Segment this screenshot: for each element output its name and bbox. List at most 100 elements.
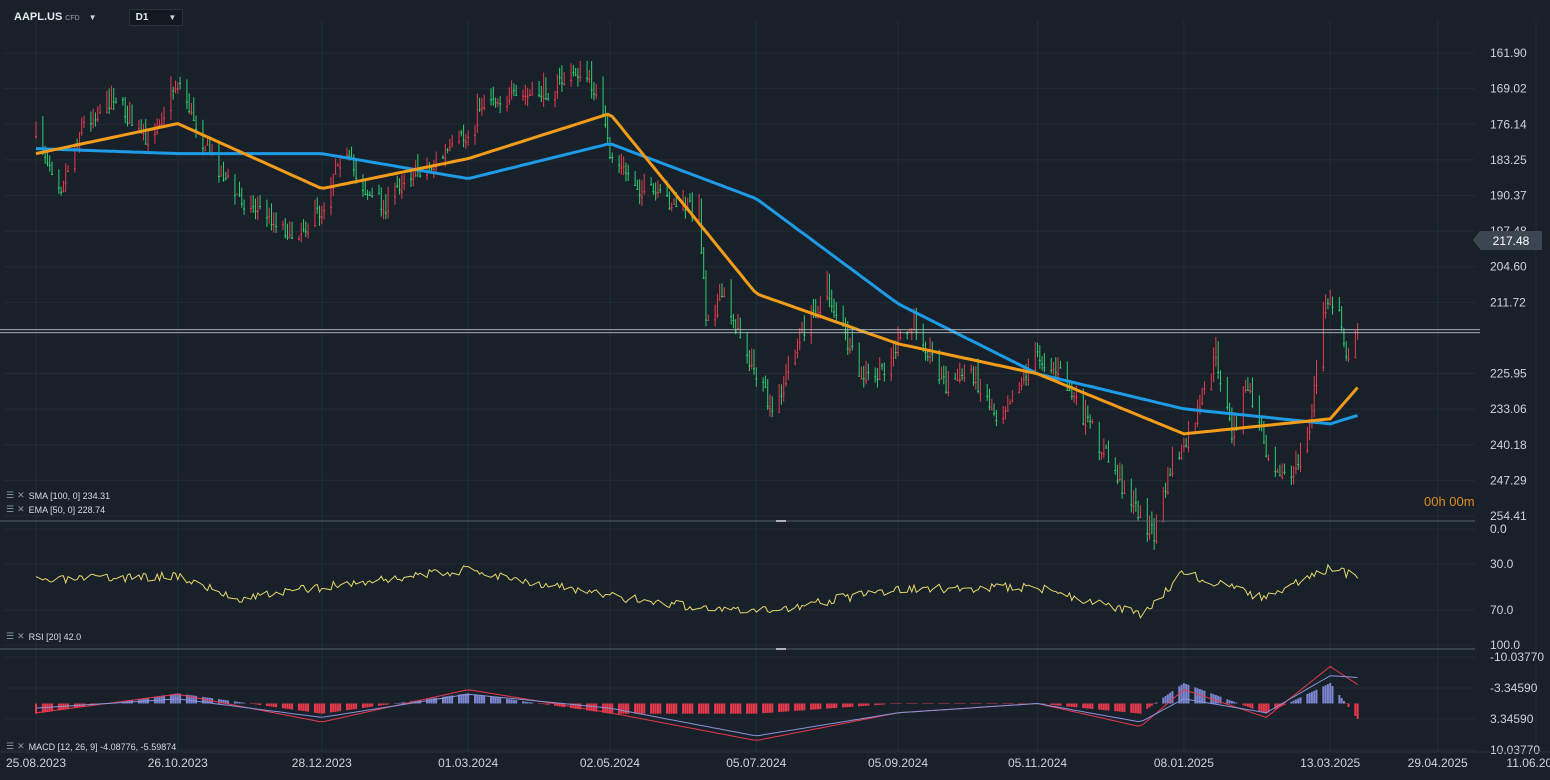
- macd-hist-bar: [595, 703, 598, 712]
- candle-up: [446, 148, 449, 154]
- candle-up: [1146, 498, 1149, 542]
- macd-hist-bar: [398, 702, 401, 704]
- close-icon[interactable]: ✕: [17, 631, 25, 641]
- candle-body: [128, 122, 131, 124]
- candle-up: [606, 115, 609, 145]
- macd-hist-bar: [1262, 703, 1265, 713]
- candle-body: [1118, 479, 1121, 481]
- macd-legend[interactable]: ☰ ✕ MACD [12, 26, 9] -4.08776, -5.59874: [6, 741, 176, 752]
- list-icon[interactable]: ☰: [6, 504, 14, 514]
- macd-hist-bar: [865, 703, 868, 706]
- macd-hist-bar: [796, 703, 799, 711]
- macd-hist-bar: [240, 702, 243, 704]
- candle-up: [938, 349, 941, 385]
- macd-hist-bar: [1283, 703, 1286, 705]
- candle-body: [579, 76, 582, 78]
- candle-body: [787, 371, 790, 373]
- candle-up: [108, 88, 111, 115]
- macd-hist-bar: [270, 703, 273, 707]
- candle-body: [1018, 391, 1021, 393]
- candle-body: [1107, 461, 1110, 463]
- candle-countdown: 00h 00m: [1424, 494, 1475, 509]
- macd-hist-bar: [430, 698, 433, 704]
- candle-body: [1098, 451, 1101, 453]
- macd-hist-bar: [1313, 690, 1316, 704]
- candle-down: [1018, 381, 1021, 394]
- candle-body: [835, 314, 838, 316]
- candle-body: [995, 420, 998, 422]
- list-icon[interactable]: ☰: [6, 741, 14, 751]
- candle-up: [734, 318, 737, 335]
- candle-up: [1164, 482, 1167, 498]
- macd-hist-bar: [1342, 701, 1345, 704]
- candle-up: [48, 155, 51, 172]
- macd-hist-bar: [675, 703, 678, 714]
- macd-hist-bar: [526, 701, 529, 704]
- candle-body: [714, 319, 717, 321]
- candle-down: [334, 158, 337, 175]
- macd-hist-bar: [954, 703, 957, 704]
- axes: 25.08.2023 26.10.2023 28.12.2023 01.03.2024…: [0, 46, 1550, 770]
- candle-body: [410, 178, 412, 180]
- macd-hist-bar: [828, 703, 831, 709]
- macd-hist-bar: [734, 703, 737, 714]
- macd-hist-bar: [1006, 703, 1009, 704]
- candle-body: [752, 368, 755, 370]
- list-icon[interactable]: ☰: [6, 631, 14, 641]
- candle-up: [286, 223, 289, 241]
- rsi-legend-label: RSI [20] 42.0: [28, 631, 82, 642]
- candle-down: [865, 360, 868, 385]
- candle-up: [1185, 438, 1188, 448]
- candle-down: [1006, 395, 1009, 412]
- macd-hist-bar: [1070, 703, 1073, 707]
- candle-body: [1082, 423, 1085, 425]
- candle-body: [707, 319, 710, 321]
- close-icon[interactable]: ✕: [17, 741, 25, 751]
- candle-body: [236, 193, 239, 195]
- candle-down: [794, 349, 797, 366]
- candle-up: [862, 365, 865, 388]
- close-icon[interactable]: ✕: [17, 504, 25, 514]
- candle-down: [970, 364, 973, 374]
- candle-body: [1073, 395, 1076, 397]
- candle-down: [656, 180, 659, 198]
- macd-hist-bar: [179, 693, 182, 704]
- sma-legend[interactable]: ☰ ✕ SMA [100, 0] 234.31: [6, 490, 110, 501]
- candle-up: [926, 351, 929, 362]
- candle-body: [720, 296, 723, 298]
- candle-body: [334, 173, 337, 175]
- ema-legend[interactable]: ☰ ✕ EMA [50, 0] 228.74: [6, 504, 105, 515]
- candle-down: [1148, 515, 1151, 540]
- candle-body: [576, 76, 579, 78]
- candle-body: [947, 392, 950, 394]
- macd-hist-bar: [1054, 703, 1057, 706]
- macd-hist-bar: [926, 703, 929, 704]
- macd-hist-bar: [579, 703, 582, 710]
- candle-body: [515, 94, 518, 96]
- candle-body: [396, 185, 399, 187]
- timeframe-selector[interactable]: D1 ▼: [128, 8, 184, 26]
- candle-body: [803, 334, 806, 336]
- macd-hist-bar: [249, 703, 252, 704]
- candle-down: [403, 174, 406, 191]
- moving-averages: [0, 112, 1480, 436]
- candle-body: [638, 194, 641, 196]
- candle-body: [217, 175, 220, 177]
- candle-body: [974, 381, 977, 383]
- list-icon[interactable]: ☰: [6, 490, 14, 500]
- candle-body: [1210, 389, 1213, 391]
- candle-body: [862, 378, 865, 380]
- macd-hist-bar: [1043, 703, 1046, 705]
- candle-body: [96, 118, 99, 120]
- macd-hist-bar: [435, 697, 438, 704]
- candle-body: [284, 235, 287, 237]
- rsi-legend[interactable]: ☰ ✕ RSI [20] 42.0: [6, 631, 81, 642]
- candle-body: [108, 107, 111, 109]
- macd-hist-bar: [826, 703, 829, 709]
- candle-up: [188, 93, 191, 114]
- symbol-selector[interactable]: AAPL.US CFD ▼: [14, 11, 97, 23]
- close-icon[interactable]: ✕: [17, 490, 25, 500]
- candle-body: [961, 374, 964, 376]
- candle-up: [540, 86, 543, 103]
